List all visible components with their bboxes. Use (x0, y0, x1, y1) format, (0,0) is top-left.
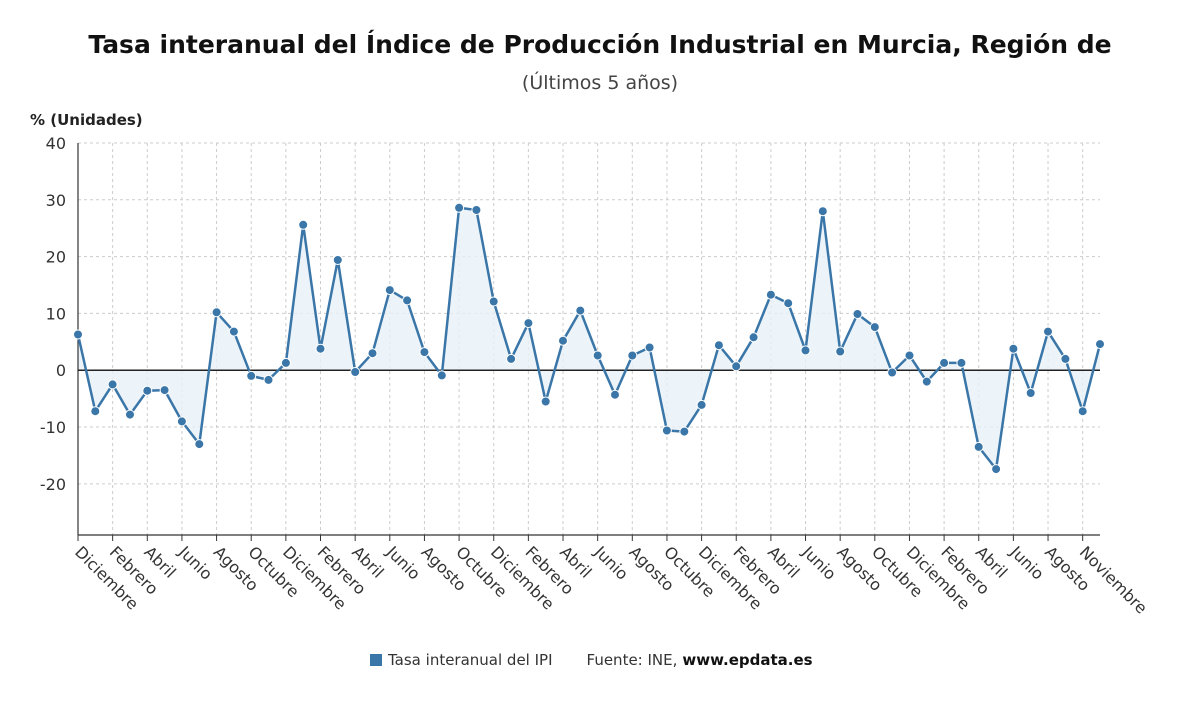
y-tick-label: -20 (40, 475, 66, 494)
data-point[interactable] (228, 326, 239, 337)
x-tick-label: Junio (382, 542, 424, 584)
data-point[interactable] (125, 409, 135, 420)
data-point[interactable] (1077, 406, 1088, 417)
data-point[interactable] (904, 350, 915, 361)
x-tick-label: Junio (174, 542, 216, 584)
legend: Tasa interanual del IPI Fuente: INE, www… (370, 651, 813, 669)
data-point[interactable] (644, 342, 655, 353)
data-point[interactable] (280, 357, 291, 368)
y-tick-label: 0 (56, 361, 66, 380)
chart-title: Tasa interanual del Índice de Producción… (88, 30, 1112, 59)
data-point[interactable] (194, 439, 205, 450)
area-fill (78, 207, 1100, 470)
data-point[interactable] (921, 376, 932, 387)
chart-subtitle: (Últimos 5 años) (521, 72, 679, 94)
y-tick-labels: 40 30 20 10 0 -10 -20 (40, 134, 66, 494)
data-point[interactable] (350, 367, 361, 377)
data-point[interactable] (419, 347, 430, 358)
area-path (78, 207, 1100, 470)
data-point[interactable] (1095, 339, 1105, 350)
data-point[interactable] (679, 426, 690, 437)
data-point[interactable] (696, 399, 707, 410)
x-tick-labels: DiciembreFebreroAbrilJunioAgostoOctubreD… (71, 542, 1151, 618)
data-point[interactable] (298, 219, 309, 230)
data-point[interactable] (332, 255, 343, 265)
data-point[interactable] (731, 361, 742, 372)
y-tick-label: 20 (46, 248, 66, 267)
data-point[interactable] (454, 202, 465, 213)
data-point[interactable] (488, 296, 499, 307)
data-point[interactable] (159, 385, 170, 396)
data-point[interactable] (713, 340, 724, 351)
x-tick-label: Junio (590, 542, 632, 584)
legend-series-label: Tasa interanual del IPI (388, 651, 553, 669)
data-point[interactable] (852, 309, 863, 319)
data-point[interactable] (263, 374, 274, 385)
data-point[interactable] (1025, 388, 1036, 398)
data-point[interactable] (1060, 353, 1071, 364)
data-point[interactable] (558, 335, 568, 346)
data-point[interactable] (973, 441, 984, 452)
legend-swatch (370, 654, 382, 666)
data-point[interactable] (800, 345, 811, 356)
grid-lines (77, 142, 1100, 535)
data-point[interactable] (315, 343, 326, 354)
data-point[interactable] (1008, 343, 1019, 354)
y-tick-label: 10 (46, 304, 66, 323)
data-point[interactable] (610, 389, 620, 400)
data-point[interactable] (627, 350, 638, 361)
data-point[interactable] (73, 329, 83, 340)
series-points (73, 202, 1105, 475)
data-point[interactable] (835, 346, 846, 357)
data-point[interactable] (107, 379, 118, 390)
data-point[interactable] (176, 416, 187, 427)
data-point[interactable] (1043, 326, 1053, 337)
source-url[interactable]: www.epdata.es (682, 651, 813, 669)
y-axis-label: % (Unidades) (30, 111, 143, 129)
data-point[interactable] (90, 406, 101, 417)
data-point[interactable] (956, 357, 967, 368)
data-point[interactable] (540, 396, 551, 407)
data-point[interactable] (592, 350, 603, 361)
data-point[interactable] (402, 295, 413, 306)
data-point[interactable] (523, 318, 534, 329)
x-tick-label: Junio (1006, 542, 1048, 584)
data-point[interactable] (142, 385, 153, 396)
data-point[interactable] (748, 332, 759, 343)
y-tick-label: -10 (40, 418, 66, 437)
data-point[interactable] (783, 298, 794, 309)
data-point[interactable] (211, 307, 222, 318)
source-label: Fuente: INE, (586, 651, 678, 669)
y-tick-label: 40 (46, 134, 66, 153)
data-point[interactable] (471, 205, 482, 215)
data-point[interactable] (436, 370, 447, 381)
data-point[interactable] (939, 357, 950, 368)
data-point[interactable] (367, 348, 378, 359)
data-point[interactable] (661, 425, 672, 436)
data-point[interactable] (765, 289, 776, 300)
data-point[interactable] (817, 206, 828, 217)
x-tick-label: Junio (798, 542, 840, 584)
data-point[interactable] (384, 285, 395, 296)
data-point[interactable] (506, 353, 517, 364)
data-point[interactable] (869, 322, 880, 333)
data-point[interactable] (575, 305, 586, 316)
data-point[interactable] (991, 464, 1002, 475)
y-tick-label: 30 (46, 191, 66, 210)
data-point[interactable] (887, 367, 898, 378)
data-point[interactable] (246, 370, 257, 381)
